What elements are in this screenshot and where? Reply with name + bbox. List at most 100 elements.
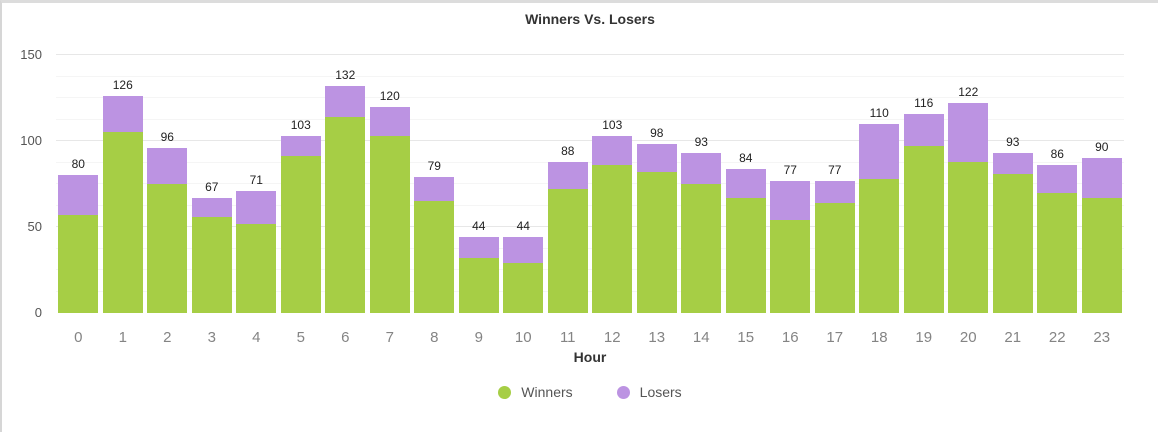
stacked-bar[interactable] xyxy=(1037,165,1078,313)
bar-total-label: 84 xyxy=(739,150,753,165)
stacked-bar[interactable] xyxy=(725,168,766,313)
bar-segment-losers[interactable] xyxy=(369,106,410,136)
x-tick-label: 1 xyxy=(118,329,127,346)
bar-segment-losers[interactable] xyxy=(725,168,766,198)
x-tick-label: 8 xyxy=(430,329,439,346)
bar-segment-losers[interactable] xyxy=(325,85,366,117)
stacked-bar[interactable] xyxy=(369,106,410,313)
bar-segment-losers[interactable] xyxy=(503,237,544,264)
bar-segment-winners[interactable] xyxy=(592,165,633,313)
bar-slot: 44 9 xyxy=(457,55,502,346)
x-tick-label: 7 xyxy=(385,329,394,346)
bar-segment-losers[interactable] xyxy=(58,175,99,215)
stacked-bar[interactable] xyxy=(325,85,366,313)
bar-segment-losers[interactable] xyxy=(903,113,944,147)
bar-total-label: 103 xyxy=(602,117,623,132)
y-tick-label: 150 xyxy=(20,47,42,62)
stacked-bar[interactable] xyxy=(992,153,1033,313)
bar-total-label: 132 xyxy=(335,67,356,82)
bar-segment-losers[interactable] xyxy=(414,177,455,202)
y-axis: 0 50 100 150 xyxy=(2,47,48,320)
stacked-bar[interactable] xyxy=(681,153,722,313)
stacked-bar[interactable] xyxy=(58,175,99,313)
bar-segment-winners[interactable] xyxy=(503,263,544,313)
minor-gridline xyxy=(56,118,1124,120)
bar-total-label: 103 xyxy=(290,117,311,132)
bar-segment-losers[interactable] xyxy=(147,147,188,184)
x-tick-label: 4 xyxy=(252,329,261,346)
bar-segment-winners[interactable] xyxy=(147,184,188,313)
bar-total-label: 77 xyxy=(783,162,797,177)
bar-segment-winners[interactable] xyxy=(1037,192,1078,313)
legend-item-losers[interactable]: Losers xyxy=(616,384,682,400)
bar-segment-winners[interactable] xyxy=(859,178,900,313)
stacked-bar[interactable] xyxy=(859,123,900,313)
bar-segment-losers[interactable] xyxy=(547,161,588,190)
bar-segment-winners[interactable] xyxy=(770,220,811,313)
bar-segment-losers[interactable] xyxy=(814,180,855,203)
stacked-bar[interactable] xyxy=(102,96,143,313)
stacked-bar[interactable] xyxy=(814,180,855,313)
stacked-bar[interactable] xyxy=(547,161,588,313)
bar-segment-winners[interactable] xyxy=(280,156,321,313)
x-tick-label: 0 xyxy=(74,329,83,346)
bar-total-label: 44 xyxy=(472,219,486,234)
bar-segment-losers[interactable] xyxy=(1037,165,1078,193)
bar-segment-winners[interactable] xyxy=(725,197,766,313)
bar-total-label: 80 xyxy=(71,157,85,172)
bar-segment-losers[interactable] xyxy=(592,135,633,166)
bar-segment-winners[interactable] xyxy=(814,202,855,313)
x-tick-label: 12 xyxy=(603,329,621,346)
bar-segment-winners[interactable] xyxy=(1081,197,1122,313)
y-tick-label: 50 xyxy=(27,219,42,234)
bar-segment-winners[interactable] xyxy=(369,135,410,313)
stacked-bar[interactable] xyxy=(636,144,677,313)
bar-segment-winners[interactable] xyxy=(191,216,232,313)
bar-segment-winners[interactable] xyxy=(547,189,588,313)
bar-segment-losers[interactable] xyxy=(191,197,232,217)
winners-legend-dot-icon xyxy=(498,385,512,399)
bar-slot: 96 2 xyxy=(145,55,190,346)
bar-total-label: 86 xyxy=(1050,147,1064,162)
stacked-bar[interactable] xyxy=(458,237,499,313)
bar-segment-winners[interactable] xyxy=(236,223,277,313)
stacked-bar[interactable] xyxy=(770,180,811,313)
stacked-bar[interactable] xyxy=(948,103,989,313)
bar-segment-winners[interactable] xyxy=(102,132,143,313)
bar-segment-winners[interactable] xyxy=(458,257,499,313)
bar-segment-winners[interactable] xyxy=(681,184,722,313)
bar-segment-winners[interactable] xyxy=(903,146,944,313)
bar-slot: 132 6 xyxy=(323,55,368,346)
legend-item-winners[interactable]: Winners xyxy=(498,384,573,400)
bar-segment-losers[interactable] xyxy=(992,153,1033,174)
bar-segment-losers[interactable] xyxy=(458,237,499,258)
bar-segment-losers[interactable] xyxy=(859,123,900,179)
bar-segment-winners[interactable] xyxy=(325,116,366,313)
bar-segment-losers[interactable] xyxy=(948,103,989,162)
bar-segment-winners[interactable] xyxy=(948,161,989,313)
bar-total-label: 98 xyxy=(650,126,664,141)
bar-segment-winners[interactable] xyxy=(992,173,1033,313)
bar-segment-winners[interactable] xyxy=(414,201,455,313)
x-tick-label: 18 xyxy=(870,329,888,346)
bar-segment-losers[interactable] xyxy=(102,96,143,133)
stacked-bar[interactable] xyxy=(191,197,232,313)
bar-segment-losers[interactable] xyxy=(280,135,321,157)
bar-segment-losers[interactable] xyxy=(1081,158,1122,198)
bar-segment-losers[interactable] xyxy=(681,153,722,184)
bar-segment-winners[interactable] xyxy=(636,171,677,313)
stacked-bar[interactable] xyxy=(236,190,277,313)
stacked-bar[interactable] xyxy=(592,135,633,313)
bar-slot: 77 16 xyxy=(768,55,813,346)
bar-segment-losers[interactable] xyxy=(770,180,811,221)
stacked-bar[interactable] xyxy=(147,147,188,313)
stacked-bar[interactable] xyxy=(280,135,321,313)
stacked-bar[interactable] xyxy=(903,113,944,313)
bar-segment-losers[interactable] xyxy=(236,190,277,224)
stacked-bar[interactable] xyxy=(1081,158,1122,313)
bars-container: 80 0 126 1 96 2 67 3 71 4 103 5 132 6 120 7 79 8 44 9 44 10 88… xyxy=(56,55,1124,346)
bar-segment-winners[interactable] xyxy=(58,214,99,313)
bar-segment-losers[interactable] xyxy=(636,144,677,172)
stacked-bar[interactable] xyxy=(503,237,544,313)
stacked-bar[interactable] xyxy=(414,177,455,313)
